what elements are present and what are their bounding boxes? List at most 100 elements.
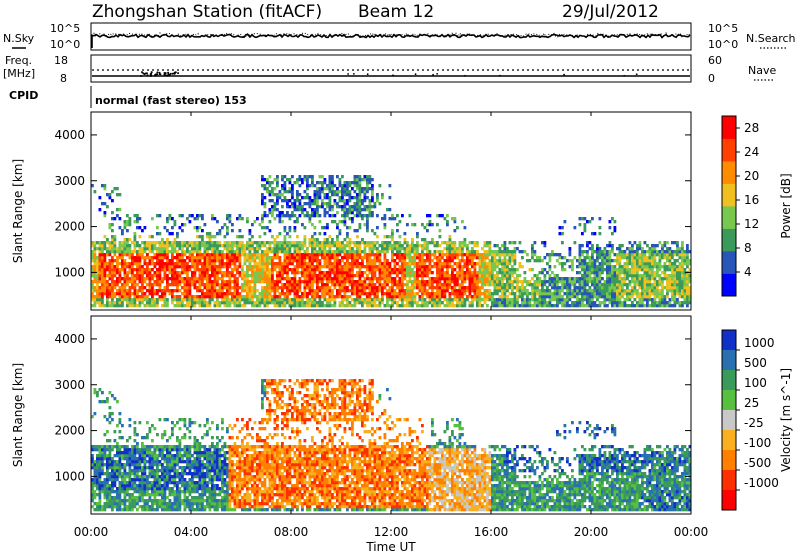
data-cell <box>568 277 572 281</box>
data-cell <box>363 289 367 293</box>
data-cell <box>113 241 117 245</box>
data-cell <box>511 256 514 260</box>
data-cell <box>106 298 109 302</box>
data-cell <box>273 298 277 302</box>
data-cell <box>438 298 442 302</box>
data-cell <box>646 250 649 254</box>
data-cell <box>198 274 202 278</box>
data-cell <box>393 259 397 263</box>
data-cell <box>353 250 357 254</box>
data-cell <box>491 298 494 302</box>
data-cell <box>591 262 594 266</box>
data-cell <box>356 208 359 212</box>
data-cell <box>176 256 179 260</box>
data-cell <box>358 277 362 281</box>
data-cell <box>386 283 389 287</box>
data-cell <box>151 241 154 245</box>
data-cell <box>121 268 124 272</box>
data-cell <box>456 265 459 269</box>
data-cell <box>308 271 312 275</box>
data-cell <box>91 244 94 248</box>
data-cell <box>191 256 194 260</box>
data-cell <box>558 292 562 296</box>
data-cell <box>428 256 432 260</box>
data-cell <box>641 265 644 269</box>
data-cell <box>186 289 189 293</box>
data-cell <box>543 292 547 296</box>
data-cell <box>236 235 239 239</box>
data-cell <box>641 286 644 290</box>
data-cell <box>443 304 447 308</box>
data-cell <box>351 292 354 296</box>
data-cell <box>521 283 524 287</box>
data-cell <box>166 277 169 281</box>
data-cell <box>506 301 509 305</box>
data-cell <box>181 214 184 218</box>
data-cell <box>326 244 329 248</box>
data-cell <box>213 277 217 281</box>
data-cell <box>383 214 387 218</box>
data-cell <box>308 184 312 188</box>
data-cell <box>266 253 269 257</box>
data-cell <box>373 232 377 236</box>
data-cell <box>648 286 652 290</box>
data-cell <box>463 301 467 305</box>
freq-panel-frame <box>90 54 692 83</box>
data-cell <box>278 190 282 194</box>
data-cell <box>286 244 289 248</box>
data-cell <box>316 292 319 296</box>
freq-dot <box>158 71 161 74</box>
data-cell <box>481 268 484 272</box>
data-cell <box>456 250 459 254</box>
data-cell <box>461 301 464 305</box>
data-cell <box>608 256 612 260</box>
data-cell <box>341 265 344 269</box>
data-cell <box>488 241 492 245</box>
data-cell <box>591 289 594 293</box>
data-cell <box>396 274 399 278</box>
data-cell <box>441 277 444 281</box>
data-cell <box>128 253 132 257</box>
data-cell <box>268 244 272 248</box>
data-cell <box>216 271 219 275</box>
data-cell <box>441 301 444 305</box>
data-cell <box>303 256 307 260</box>
data-cell <box>288 190 292 194</box>
data-cell <box>348 199 352 203</box>
data-cell <box>236 283 239 287</box>
data-cell <box>281 292 284 296</box>
data-cell <box>223 223 227 227</box>
data-cell <box>646 256 649 260</box>
data-cell <box>188 241 192 245</box>
data-cell <box>493 265 497 269</box>
data-cell <box>388 298 392 302</box>
data-cell <box>303 175 307 179</box>
data-cell <box>151 286 154 290</box>
data-cell <box>443 295 447 299</box>
data-cell <box>396 271 399 275</box>
station-title: Zhongshan Station (fitACF) <box>92 2 322 22</box>
data-cell <box>626 271 629 275</box>
data-cell <box>348 268 352 272</box>
data-cell <box>451 277 454 281</box>
data-cell <box>616 301 619 305</box>
data-cell <box>286 283 289 287</box>
data-cell <box>143 247 147 251</box>
data-cell <box>478 301 482 305</box>
data-cell <box>393 283 397 287</box>
data-cell <box>553 292 557 296</box>
data-cell <box>438 250 442 254</box>
data-cell <box>411 304 414 308</box>
data-cell <box>523 280 527 284</box>
data-cell <box>148 304 152 308</box>
data-cell <box>263 214 267 218</box>
data-cell <box>121 286 124 290</box>
data-cell <box>483 292 487 296</box>
data-cell <box>276 277 279 281</box>
data-cell <box>406 286 409 290</box>
data-cell <box>148 244 152 248</box>
data-cell <box>173 223 177 227</box>
data-cell <box>551 277 554 281</box>
data-cell <box>368 286 372 290</box>
data-cell <box>278 292 282 296</box>
